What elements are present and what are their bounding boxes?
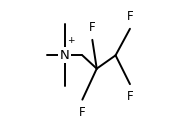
Text: F: F <box>78 106 85 119</box>
Text: F: F <box>88 21 95 34</box>
Text: F: F <box>127 10 134 23</box>
Text: F: F <box>127 90 134 103</box>
Text: N: N <box>60 49 70 62</box>
Text: +: + <box>67 36 75 45</box>
